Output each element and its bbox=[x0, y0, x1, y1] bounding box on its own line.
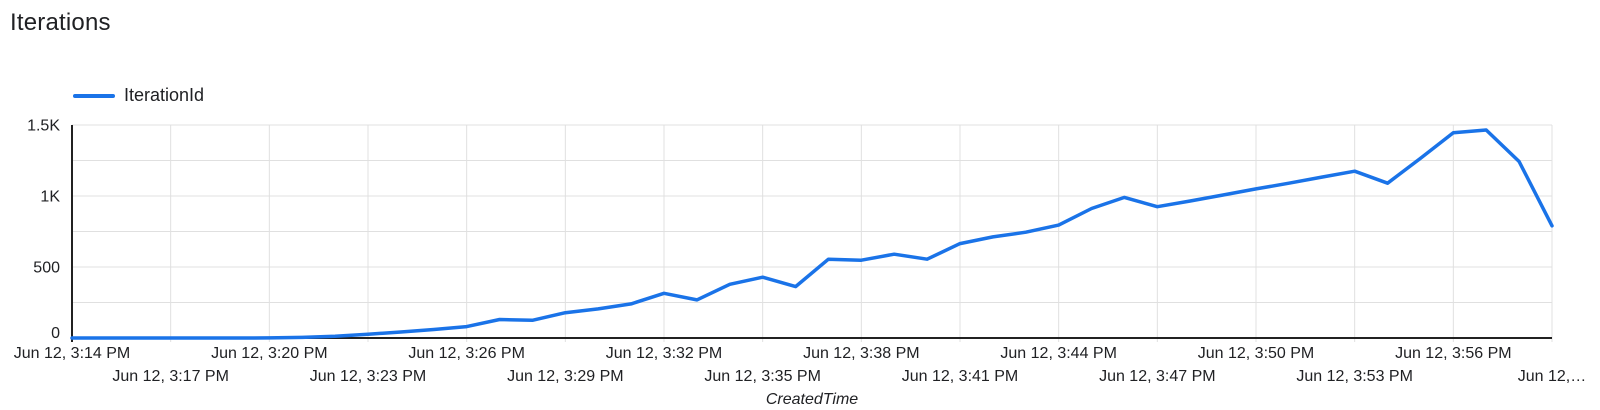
x-tick-label: Jun 12,… bbox=[1518, 368, 1586, 385]
x-tick-label: Jun 12, 3:50 PM bbox=[1198, 345, 1315, 362]
x-tick-label: Jun 12, 3:20 PM bbox=[211, 345, 328, 362]
series-line-iterationid[interactable] bbox=[70, 128, 1554, 340]
y-tick-label: 0 bbox=[51, 325, 60, 342]
x-tick-label: Jun 12, 3:56 PM bbox=[1395, 345, 1512, 362]
x-tick-label: Jun 12, 3:29 PM bbox=[507, 368, 624, 385]
x-tick-label: Jun 12, 3:35 PM bbox=[704, 368, 821, 385]
legend-item-iterationid[interactable]: IterationId bbox=[73, 85, 204, 106]
x-tick-label: Jun 12, 3:23 PM bbox=[310, 368, 427, 385]
y-tick-label: 1.5K bbox=[27, 118, 60, 135]
legend-line-swatch bbox=[73, 93, 115, 98]
x-axis-title: CreatedTime bbox=[766, 391, 858, 408]
x-tick-label: Jun 12, 3:14 PM bbox=[14, 345, 131, 362]
x-tick-label: Jun 12, 3:38 PM bbox=[803, 345, 920, 362]
x-tick-label: Jun 12, 3:41 PM bbox=[902, 368, 1019, 385]
y-tick-label: 1K bbox=[40, 189, 60, 206]
chart-title: Iterations bbox=[10, 9, 111, 36]
x-tick-label: Jun 12, 3:53 PM bbox=[1296, 368, 1413, 385]
x-tick-label: Jun 12, 3:32 PM bbox=[606, 345, 723, 362]
x-tick-label: Jun 12, 3:44 PM bbox=[1000, 345, 1117, 362]
x-tick-label: Jun 12, 3:47 PM bbox=[1099, 368, 1216, 385]
x-tick-label: Jun 12, 3:26 PM bbox=[408, 345, 525, 362]
chart-legend: IterationId bbox=[73, 85, 204, 106]
y-tick-label: 500 bbox=[33, 260, 60, 277]
x-tick-label: Jun 12, 3:17 PM bbox=[112, 368, 229, 385]
legend-series-label: IterationId bbox=[124, 85, 205, 105]
